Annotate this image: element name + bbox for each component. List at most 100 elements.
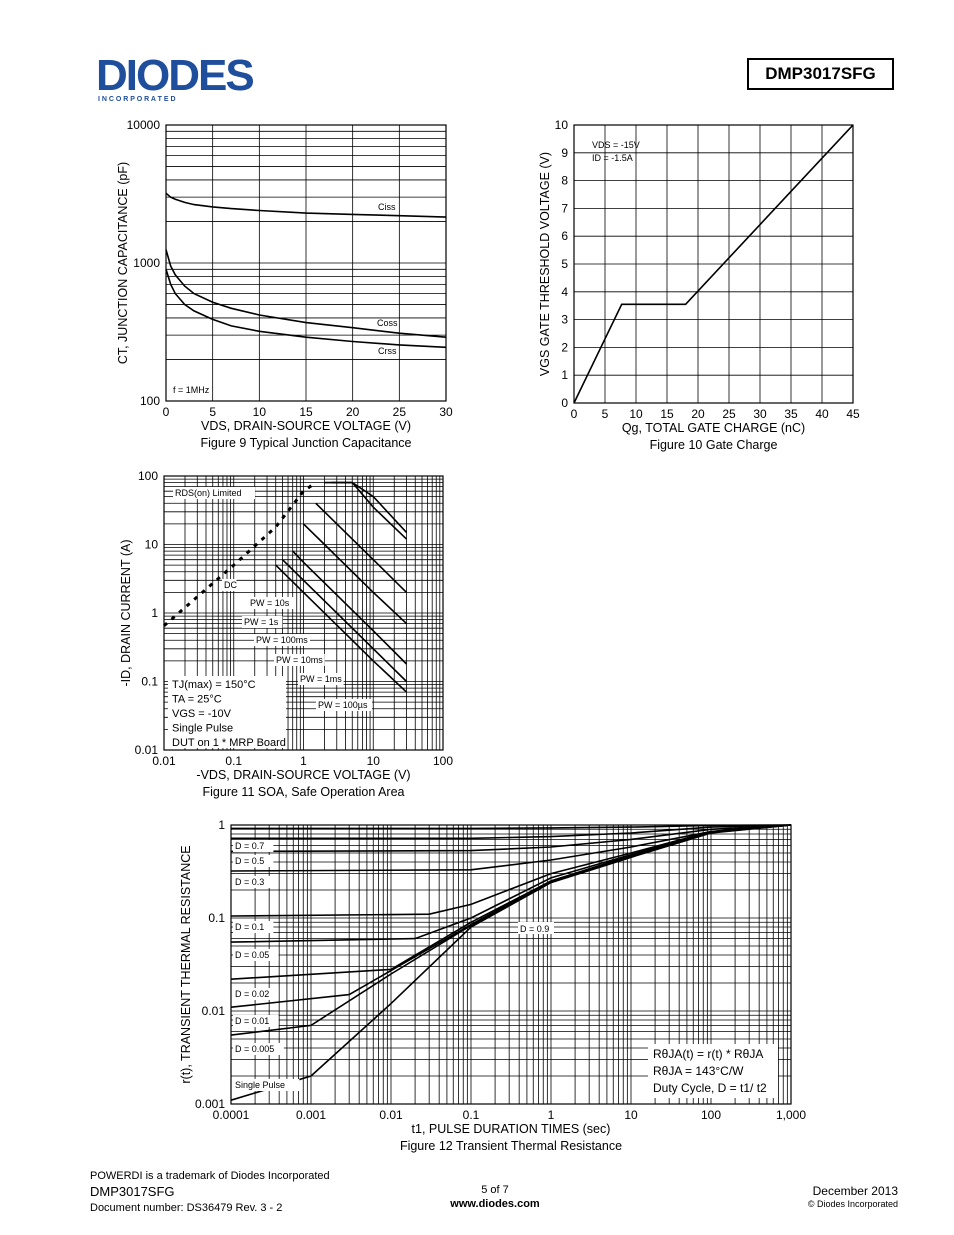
condition-text: Single Pulse [172,723,233,735]
y-tick-label: 5 [561,257,568,271]
x-tick-label: 40 [815,407,829,421]
figure-caption: Figure 10 Gate Charge [650,438,778,452]
label-bg [248,597,294,609]
x-tick-label: 100 [433,754,453,768]
footer-trademark: POWERDI is a trademark of Diodes Incorpo… [90,1170,330,1182]
x-tick-label: 35 [784,407,798,421]
label-bg [233,840,274,852]
label-bg [233,876,274,888]
label-bg [222,579,237,591]
soa-label: PW = 100µs [318,700,368,710]
condition-text: TJ(max) = 150°C [172,679,256,691]
series-line-pw-1s [292,550,408,665]
label-bg [233,1015,279,1027]
formula-text: RθJA = 143°C/W [653,1064,744,1078]
soa-label: PW = 10ms [276,655,323,665]
series-label: Ciss [378,202,396,212]
plot-frame [573,124,854,404]
grid [165,124,447,402]
series-line-d-0-05 [230,824,792,943]
label-bg [298,673,344,685]
y-tick-label: 9 [561,146,568,160]
series-label: D = 0.1 [235,922,264,932]
label-bg [254,634,310,646]
x-tick-label: 0.001 [296,1108,326,1122]
x-tick-label: 1 [300,754,307,768]
y-tick-label: 1 [561,368,568,382]
logo-subtext: I N C O R P O R A T E D [98,96,176,103]
y-tick-label: 0.001 [195,1097,225,1111]
label-bg [518,922,554,934]
label-bg [233,855,274,867]
series-label: D = 0.7 [235,841,264,851]
x-tick-label: 0.1 [225,754,242,768]
y-tick-label: 1 [151,606,158,620]
label-bg [233,949,279,961]
y-axis-label: CT, JUNCTION CAPACITANCE (pF) [116,162,130,364]
formula-bg [648,1044,778,1098]
series-line-ciss [165,192,447,218]
x-tick-label: 10 [629,407,643,421]
grid [230,824,792,1105]
y-axis-label: r(t), TRANSIENT THERMAL RESISTANCE [179,845,193,1083]
x-axis-label: VDS, DRAIN-SOURCE VOLTAGE (V) [201,419,411,433]
series-line-d-0-01 [230,824,792,1008]
series-line-dc [275,564,408,693]
x-tick-label: 30 [439,405,453,419]
y-axis-label: -ID, DRAIN CURRENT (A) [119,540,133,687]
series-line-d-0-5 [230,824,792,853]
series-label: D = 0.5 [235,856,264,866]
figure-caption: Figure 11 SOA, Safe Operation Area [203,785,405,799]
series-label: D = 0.01 [235,1016,269,1026]
footer-copyright: © Diodes Incorporated [807,1199,898,1209]
y-tick-label: 4 [561,285,568,299]
y-tick-label: 0.01 [202,1004,226,1018]
y-tick-label: 8 [561,174,568,188]
series-line-d-0-1 [230,824,792,917]
y-axis-label: VGS GATE THRESHOLD VOLTAGE (V) [538,152,552,376]
footer-url[interactable]: www.diodes.com [450,1198,540,1210]
x-tick-label: 100 [701,1108,721,1122]
series-line-d-0-7 [231,824,792,840]
x-tick-label: 0.0001 [213,1108,250,1122]
x-tick-label: 10 [624,1108,638,1122]
label-bg [233,921,274,933]
x-tick-label: 20 [691,407,705,421]
y-tick-label: 1000 [133,256,160,270]
annotation-frequency: f = 1MHz [173,385,210,395]
footer-doc: Document number: DS36479 Rev. 3 - 2 [90,1202,283,1214]
plot-frame [165,124,447,402]
y-tick-label: 6 [561,229,568,243]
series-line-pw-1ms [324,481,408,540]
label-bg [274,654,325,666]
series-line-pw-10ms [315,502,408,593]
series-line-d-0-02 [230,824,792,980]
plot-frame [230,824,792,1105]
x-tick-label: 0.01 [152,754,176,768]
x-tick-label: 1,000 [776,1108,806,1122]
x-tick-label: 10 [253,405,267,419]
part-number: DMP3017SFG [765,64,876,83]
x-tick-label: 0.1 [463,1108,480,1122]
series-line-vgs [573,124,854,404]
x-axis-label: -VDS, DRAIN-SOURCE VOLTAGE (V) [196,768,410,782]
x-tick-label: 15 [299,405,313,419]
condition-text: DUT on 1 * MRP Board [172,737,286,749]
label-bg [316,699,372,711]
x-tick-label: 45 [846,407,860,421]
soa-label: PW = 100ms [256,635,308,645]
figure-caption: Figure 9 Typical Junction Capacitance [201,436,412,450]
series-line-rds-on-limited [163,481,317,627]
series-label: Single Pulse [235,1080,285,1090]
part-number-box: DMP3017SFG [747,58,894,90]
soa-label: DC [224,580,237,590]
y-tick-label: 2 [561,340,568,354]
diodes-logo: DIODES I N C O R P O R A T E D [96,54,255,103]
label-bg [242,616,283,628]
grid [163,475,444,751]
conditions-bg [168,676,286,748]
formula-text: RθJA(t) = r(t) * RθJA [653,1047,763,1061]
